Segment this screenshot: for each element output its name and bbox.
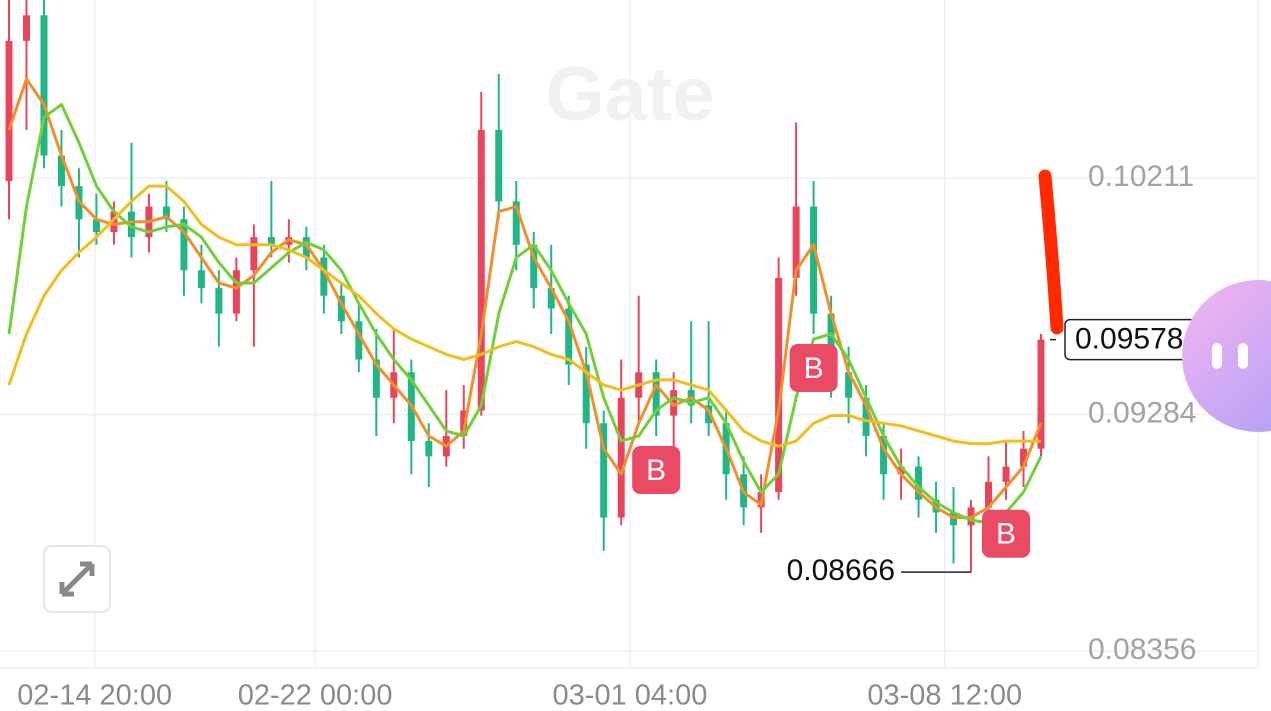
- candle-body: [512, 201, 520, 245]
- annotations: B B B 0.08666 0.09578: [632, 318, 1211, 587]
- candle-body: [22, 15, 30, 41]
- low-price-label: 0.08666: [787, 554, 895, 587]
- candle-body: [1002, 466, 1010, 482]
- candles: [5, 0, 1045, 573]
- candle-body: [372, 359, 380, 398]
- candle-body: [810, 206, 818, 314]
- candle-body: [582, 364, 590, 424]
- candle-body: [530, 244, 538, 289]
- candle-body: [180, 219, 188, 271]
- hand-drawn-stroke: [1038, 169, 1064, 335]
- candle-body: [495, 130, 503, 202]
- candle-body: [565, 308, 573, 365]
- watermark: Gate: [546, 52, 715, 137]
- candle-body: [40, 15, 48, 156]
- candle-body: [775, 277, 783, 493]
- x-tick-label: 03-08 12:00: [867, 680, 1022, 711]
- candle-body: [425, 441, 433, 457]
- candle-body: [127, 211, 135, 238]
- candle-body: [1020, 448, 1028, 467]
- y-tick-label: 0.09284: [1088, 396, 1196, 429]
- signal-badge: [789, 344, 838, 392]
- candle-body: [267, 237, 275, 245]
- y-tick-label: 0.10211: [1088, 160, 1194, 193]
- candle-body: [915, 466, 923, 500]
- candle-body: [880, 435, 888, 475]
- y-tick-label: 0.08356: [1088, 633, 1196, 666]
- candle-body: [985, 481, 993, 508]
- candle-body: [1037, 339, 1045, 449]
- floating-button[interactable]: [1182, 280, 1271, 432]
- candle-body: [477, 130, 485, 411]
- candle-body: [617, 397, 625, 518]
- expand-icon: [59, 561, 95, 597]
- signal-badge: [632, 445, 681, 494]
- ma-line: [7, 103, 1043, 525]
- floating-icon: [1238, 343, 1248, 369]
- candle-body: [705, 405, 713, 424]
- candle-body: [5, 40, 13, 182]
- x-tick-label: 02-22 00:00: [238, 680, 393, 711]
- candle-body: [320, 257, 328, 296]
- candle-body: [232, 270, 240, 314]
- x-tick-label: 02-14 20:00: [17, 680, 172, 711]
- candle-body: [57, 155, 65, 187]
- candle-body: [862, 397, 870, 436]
- signal-label: B: [996, 518, 1016, 551]
- candle-body: [337, 295, 345, 322]
- candle-body: [162, 206, 170, 220]
- last-price-label: 0.09578: [1075, 323, 1183, 356]
- candle-body: [827, 313, 835, 373]
- grid: [0, 0, 1259, 669]
- candle-body: [215, 288, 223, 314]
- candle-body: [110, 211, 118, 233]
- ma-line: [7, 77, 1043, 520]
- floating-icon: [1212, 343, 1222, 369]
- signal-label: B: [646, 454, 666, 487]
- signal-badge: [982, 509, 1031, 558]
- candle-body: [792, 206, 800, 278]
- candle-body: [670, 390, 678, 416]
- candle-body: [197, 270, 205, 289]
- candle-body: [600, 423, 608, 518]
- moving-averages: [7, 77, 1043, 525]
- candle-body: [652, 372, 660, 416]
- candle-body: [355, 321, 363, 360]
- candle-body: [250, 237, 258, 271]
- candle-body: [845, 372, 853, 398]
- candle-body: [897, 466, 905, 475]
- signal-label: B: [804, 352, 824, 385]
- candle-body: [92, 219, 100, 233]
- ma-line: [7, 184, 1041, 448]
- x-tick-label: 03-01 04:00: [553, 680, 708, 711]
- candle-body: [547, 288, 555, 309]
